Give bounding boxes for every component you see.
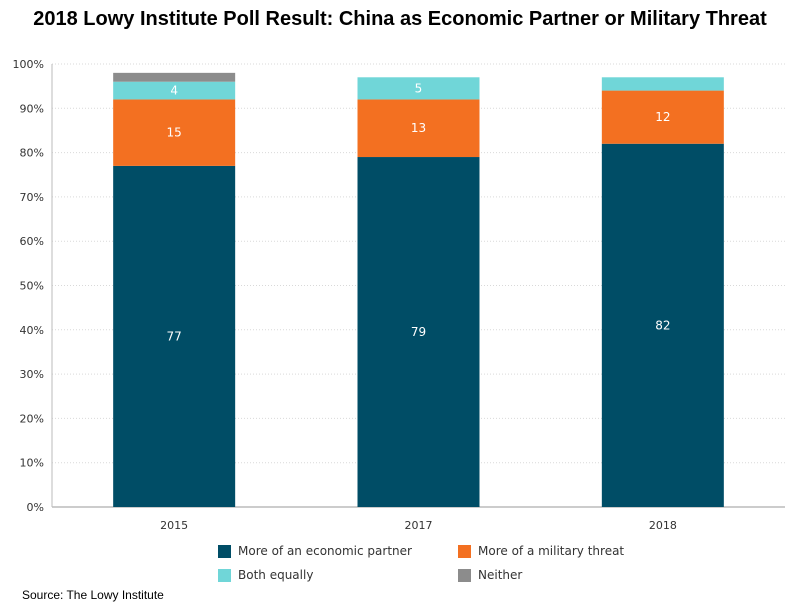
bars: 77 15 4 79 13 5 82 12: [113, 72, 724, 508]
y-axis: 0% 10% 20% 30% 40% 50% 60% 70% 80% 90% 100%: [13, 58, 53, 514]
legend-label: More of a military threat: [478, 544, 625, 558]
y-tick-label: 50%: [20, 280, 44, 293]
source-note: Source: The Lowy Institute: [22, 588, 164, 602]
bar-segment: [113, 165, 236, 507]
legend-item: More of an economic partner: [218, 542, 412, 560]
x-tick-label: 2015: [160, 519, 188, 532]
y-tick-label: 0%: [27, 501, 44, 514]
y-tick-label: 20%: [20, 412, 44, 425]
legend-swatch: [458, 544, 471, 558]
legend-item: More of a military threat: [458, 542, 624, 560]
x-axis: 2015 2017 2018: [160, 519, 677, 532]
bar-segment: [357, 99, 480, 158]
data-label: 12: [655, 110, 670, 124]
legend-item: Neither: [458, 566, 522, 584]
y-tick-label: 10%: [20, 457, 44, 470]
y-tick-label: 40%: [20, 324, 44, 337]
legend-label: Both equally: [238, 568, 314, 582]
legend: More of an economic partner More of a mil…: [0, 540, 800, 584]
data-label: 79: [411, 325, 426, 339]
bar-segment: [357, 77, 480, 100]
chart-title: 2018 Lowy Institute Poll Result: China a…: [33, 8, 767, 30]
data-label: 5: [415, 81, 423, 95]
x-tick-label: 2018: [649, 519, 677, 532]
bar-segment: [113, 72, 236, 82]
data-label: 13: [411, 121, 426, 135]
bar-segment: [601, 90, 724, 144]
y-tick-label: 80%: [20, 147, 44, 160]
y-tick-label: 100%: [13, 58, 44, 71]
y-tick-label: 60%: [20, 235, 44, 248]
data-label: 15: [167, 126, 182, 140]
x-tick-label: 2017: [405, 519, 433, 532]
y-tick-label: 90%: [20, 102, 44, 115]
legend-item: Both equally: [218, 566, 313, 584]
data-label: 77: [167, 329, 182, 343]
legend-label: More of an economic partner: [238, 544, 412, 558]
legend-swatch: [218, 568, 231, 582]
bar-segment: [113, 99, 236, 166]
legend-swatch: [458, 568, 471, 582]
stacked-bar-chart: 0%10%20%30%40%50%60%70%80%90%100% 771547…: [13, 58, 785, 532]
bar-segment: [357, 157, 480, 507]
y-tick-label: 70%: [20, 191, 44, 204]
legend-label: Neither: [478, 568, 523, 582]
data-label: 4: [170, 84, 178, 98]
bar-segment: [113, 81, 236, 100]
legend-swatch: [218, 544, 231, 558]
y-tick-label: 30%: [20, 368, 44, 381]
bar-segment: [601, 77, 724, 91]
data-label: 82: [655, 318, 670, 332]
bar-segment: [601, 143, 724, 508]
